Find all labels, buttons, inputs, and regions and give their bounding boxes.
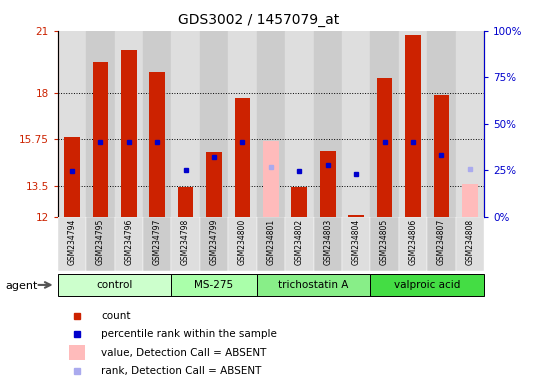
Text: GSM234805: GSM234805: [380, 218, 389, 265]
Bar: [228, 217, 257, 271]
Bar: [462, 184, 477, 217]
Bar: [172, 31, 200, 217]
Bar: [285, 31, 314, 217]
Text: GSM234807: GSM234807: [437, 218, 446, 265]
Bar: [285, 217, 314, 271]
Text: GSM234801: GSM234801: [266, 218, 276, 265]
Text: control: control: [96, 280, 133, 290]
Bar: [235, 98, 250, 217]
Bar: [206, 152, 222, 217]
Text: GSM234798: GSM234798: [181, 218, 190, 265]
Bar: [257, 217, 285, 271]
FancyBboxPatch shape: [172, 274, 257, 296]
Bar: [292, 187, 307, 217]
Bar: [150, 72, 165, 217]
Bar: [172, 217, 200, 271]
Bar: [427, 217, 455, 271]
Bar: [314, 217, 342, 271]
Bar: [342, 31, 370, 217]
Text: GSM234796: GSM234796: [124, 218, 133, 265]
Text: count: count: [101, 311, 131, 321]
Bar: [455, 217, 484, 271]
Text: GSM234808: GSM234808: [465, 218, 474, 265]
Bar: [263, 141, 279, 217]
Bar: [58, 217, 86, 271]
Text: trichostatin A: trichostatin A: [278, 280, 349, 290]
Text: GSM234806: GSM234806: [409, 218, 417, 265]
Text: valproic acid: valproic acid: [394, 280, 460, 290]
Bar: [200, 31, 228, 217]
Bar: [257, 31, 285, 217]
Bar: [314, 31, 342, 217]
Text: GSM234803: GSM234803: [323, 218, 332, 265]
Bar: [178, 187, 194, 217]
Text: GSM234795: GSM234795: [96, 218, 105, 265]
Bar: [114, 217, 143, 271]
Text: GSM234794: GSM234794: [68, 218, 76, 265]
Text: percentile rank within the sample: percentile rank within the sample: [101, 329, 277, 339]
Bar: [348, 215, 364, 217]
Bar: [200, 217, 228, 271]
Bar: [86, 31, 114, 217]
Bar: [399, 217, 427, 271]
Bar: [121, 50, 136, 217]
Text: rank, Detection Call = ABSENT: rank, Detection Call = ABSENT: [101, 366, 262, 376]
Text: GSM234800: GSM234800: [238, 218, 247, 265]
Bar: [64, 137, 80, 217]
Bar: [427, 31, 455, 217]
Text: MS-275: MS-275: [195, 280, 234, 290]
Bar: [228, 31, 257, 217]
Text: GDS3002 / 1457079_at: GDS3002 / 1457079_at: [178, 13, 339, 27]
FancyBboxPatch shape: [58, 274, 172, 296]
Bar: [342, 217, 370, 271]
Bar: [320, 151, 336, 217]
Bar: [370, 31, 399, 217]
Text: GSM234797: GSM234797: [153, 218, 162, 265]
FancyBboxPatch shape: [370, 274, 484, 296]
FancyBboxPatch shape: [257, 274, 370, 296]
Text: GSM234799: GSM234799: [210, 218, 218, 265]
Bar: [433, 95, 449, 217]
Bar: [114, 31, 143, 217]
Bar: [58, 31, 86, 217]
Bar: [143, 217, 172, 271]
Bar: [377, 78, 392, 217]
Text: value, Detection Call = ABSENT: value, Detection Call = ABSENT: [101, 348, 267, 358]
Bar: [405, 35, 421, 217]
Bar: [455, 31, 484, 217]
Bar: [143, 31, 172, 217]
Text: GSM234802: GSM234802: [295, 218, 304, 265]
Bar: [86, 217, 114, 271]
Bar: [370, 217, 399, 271]
Text: agent: agent: [6, 281, 38, 291]
Bar: [69, 345, 85, 360]
Text: GSM234804: GSM234804: [351, 218, 361, 265]
Bar: [92, 62, 108, 217]
Bar: [399, 31, 427, 217]
